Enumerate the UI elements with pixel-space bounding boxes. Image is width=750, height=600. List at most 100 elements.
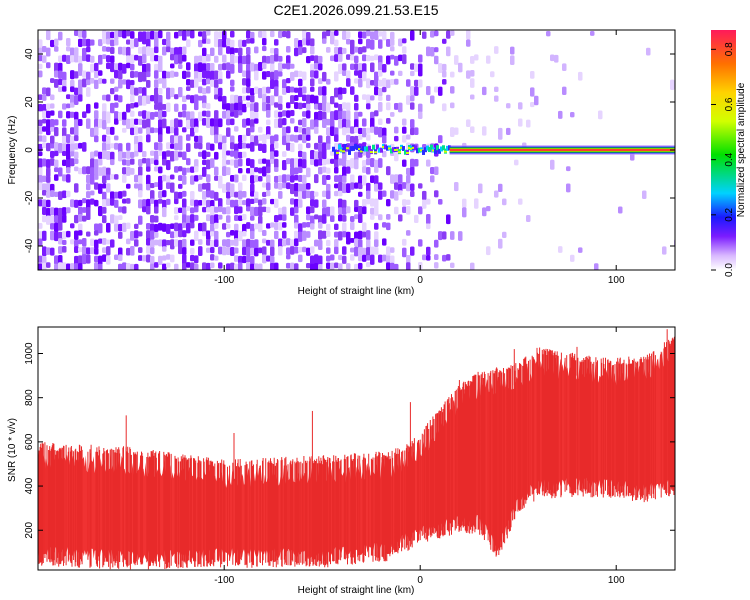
- heatmap-cell: [362, 118, 367, 127]
- heatmap-cell: [334, 71, 339, 82]
- heatmap-x-ticks: -100 0 100: [214, 30, 625, 286]
- heatmap-cell: [402, 159, 407, 167]
- heatmap-cell: [222, 110, 227, 119]
- heatmap-cell: [458, 231, 463, 241]
- heatmap-cell: [270, 71, 275, 81]
- heatmap-cell: [374, 30, 379, 40]
- heatmap-cell: [362, 231, 367, 238]
- heatmap-cell: [278, 71, 283, 77]
- heatmap-cell: [170, 119, 175, 129]
- heatmap-cell: [230, 262, 235, 270]
- heatmap-cell: [406, 167, 411, 176]
- heatmap-cell: [182, 254, 187, 265]
- heatmap-cell: [250, 62, 255, 72]
- heatmap-cell: [98, 70, 103, 76]
- heatmap-cell: [458, 62, 463, 73]
- heatmap-cell: [314, 254, 319, 265]
- heatmap-cell: [410, 63, 415, 70]
- heatmap-cell: [178, 151, 183, 158]
- heatmap-cell: [138, 55, 143, 66]
- heatmap-cell: [202, 55, 207, 64]
- heatmap-cell: [42, 118, 47, 124]
- heatmap-cell: [98, 263, 103, 270]
- heatmap-cell: [198, 31, 203, 37]
- heatmap-cell: [386, 199, 391, 207]
- heatmap-cell: [198, 246, 203, 256]
- heatmap-cell: [110, 214, 115, 224]
- heatmap-cell: [270, 151, 275, 161]
- heatmap-cell: [394, 55, 399, 66]
- heatmap-cell: [214, 175, 219, 181]
- heatmap-cell: [162, 246, 167, 252]
- signal-cell: [420, 149, 423, 152]
- heatmap-cell: [106, 38, 111, 45]
- heatmap-cell: [106, 55, 111, 63]
- heatmap-cell: [110, 87, 115, 95]
- heatmap-cell: [370, 246, 375, 257]
- heatmap-cell: [154, 215, 159, 223]
- snr-series-jitter: [38, 336, 675, 570]
- heatmap-cell: [198, 199, 203, 206]
- heatmap-cell: [354, 78, 359, 84]
- heatmap-cell: [326, 206, 331, 217]
- y-tick-label: 0: [24, 147, 35, 153]
- heatmap-cell: [138, 190, 143, 198]
- heatmap-cell: [174, 199, 179, 205]
- heatmap-cell: [182, 54, 187, 62]
- heatmap-cell: [210, 206, 215, 216]
- heatmap-cell: [98, 39, 103, 47]
- heatmap-cell: [54, 46, 59, 52]
- heatmap-cell: [114, 223, 119, 232]
- heatmap-cell: [290, 158, 295, 169]
- heatmap-cell: [182, 247, 187, 255]
- heatmap-cell: [150, 223, 155, 232]
- heatmap-cell: [310, 38, 315, 47]
- heatmap-cell: [82, 111, 87, 118]
- heatmap-cell: [78, 63, 83, 73]
- heatmap-cell: [102, 254, 107, 262]
- heatmap-cell: [246, 38, 251, 44]
- heatmap-cell: [126, 46, 131, 57]
- heatmap-cell: [126, 118, 131, 129]
- heatmap-cell: [94, 102, 99, 109]
- heatmap-cell: [266, 103, 271, 112]
- heatmap-cell: [330, 150, 335, 156]
- heatmap-cell: [154, 54, 159, 62]
- heatmap-cell: [66, 150, 71, 161]
- heatmap-cell: [182, 238, 187, 249]
- heatmap-cell: [354, 263, 359, 270]
- heatmap-cell: [206, 214, 211, 222]
- heatmap-cell: [394, 174, 399, 183]
- heatmap-cell: [146, 254, 151, 263]
- heatmap-cell: [158, 95, 163, 105]
- heatmap-cell: [54, 191, 59, 197]
- heatmap-cell: [166, 142, 171, 150]
- heatmap-cell: [206, 118, 211, 128]
- heatmap-cell: [130, 231, 135, 241]
- heatmap-cell: [354, 94, 359, 102]
- heatmap-cell: [202, 199, 207, 206]
- heatmap-cell: [102, 111, 107, 122]
- heatmap-cell: [410, 127, 415, 136]
- heatmap-cell: [186, 223, 191, 234]
- signal-cell: [402, 145, 405, 151]
- heatmap-cell: [62, 246, 67, 253]
- heatmap-cell: [442, 231, 447, 240]
- colorbar-gradient: [711, 30, 736, 270]
- heatmap-cell: [238, 47, 243, 56]
- heatmap-cell: [214, 94, 219, 100]
- heatmap-cell: [110, 198, 115, 206]
- heatmap-cell: [146, 46, 151, 56]
- heatmap-cell: [118, 254, 123, 262]
- heatmap-cell: [58, 246, 63, 254]
- heatmap-cell: [286, 174, 291, 181]
- heatmap-cell: [322, 159, 327, 166]
- heatmap-cell: [350, 86, 355, 95]
- colorbar-tick-label: 0.4: [724, 152, 735, 166]
- heatmap-cell: [330, 95, 335, 105]
- heatmap-cell: [154, 239, 159, 246]
- heatmap-cell: [334, 159, 339, 168]
- heatmap-cell: [142, 54, 147, 64]
- heatmap-cell: [74, 135, 79, 142]
- heatmap-cell: [562, 63, 567, 72]
